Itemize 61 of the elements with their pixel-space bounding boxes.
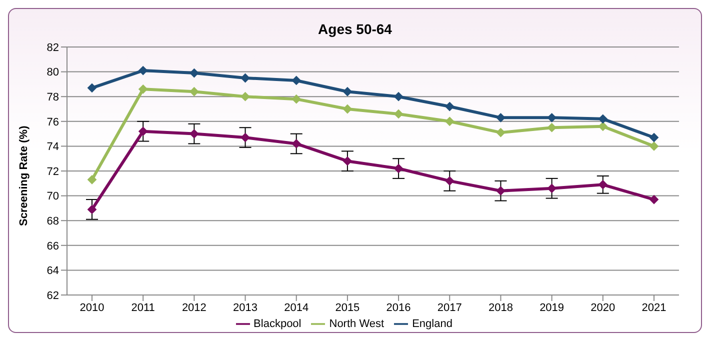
x-tick-label: 2015 [335, 302, 360, 314]
point [240, 92, 250, 102]
y-tick-label: 64 [46, 265, 59, 278]
point [88, 83, 96, 92]
point [190, 87, 199, 96]
y-tick-label: 62 [46, 290, 59, 302]
point [496, 128, 506, 138]
y-tick-label: 74 [46, 141, 59, 154]
y-tick-label: 70 [46, 190, 59, 203]
point [292, 76, 301, 85]
x-tick-label: 2019 [540, 302, 564, 314]
point [138, 126, 148, 136]
point [342, 87, 352, 96]
point [190, 68, 199, 78]
x-tick-label: 2018 [488, 302, 513, 314]
point [394, 164, 404, 174]
point [547, 113, 556, 122]
point [445, 116, 454, 126]
point [342, 104, 352, 114]
x-tick-label: 2013 [233, 302, 258, 314]
point [496, 186, 506, 196]
point [240, 133, 250, 142]
x-tick-label: 2014 [284, 302, 309, 314]
point [292, 94, 301, 104]
x-tick-label: 2012 [182, 302, 206, 314]
point [88, 175, 96, 184]
y-axis-title: Screening Rate (%) [18, 125, 30, 226]
point [598, 114, 608, 124]
point [292, 139, 301, 148]
x-tick-label: 2020 [590, 302, 616, 314]
point [445, 102, 454, 112]
point [394, 92, 404, 102]
x-tick-label: 2016 [386, 302, 411, 314]
point [138, 84, 148, 94]
point [240, 74, 250, 82]
x-tick-label: 2021 [642, 302, 666, 314]
point [650, 195, 658, 204]
y-tick-label: 68 [46, 216, 59, 228]
y-tick-label: 80 [46, 66, 59, 79]
x-tick-label: 2017 [437, 302, 462, 314]
point [496, 113, 506, 122]
y-tick-label: 82 [46, 42, 59, 54]
y-tick-label: 78 [46, 92, 59, 104]
legend-label: Blackpool [254, 318, 302, 330]
y-tick-label: 76 [46, 116, 59, 128]
chart-title: Ages 50-64 [317, 20, 393, 39]
point [394, 109, 404, 118]
point [342, 156, 352, 166]
x-tick-label: 2011 [131, 302, 155, 314]
legend-label: England [412, 318, 452, 330]
point [445, 176, 454, 186]
point [547, 184, 556, 193]
point [138, 66, 148, 76]
legend-label: North West [329, 318, 384, 330]
point [88, 204, 96, 214]
x-tick-label: 2010 [80, 302, 104, 314]
y-tick-label: 66 [46, 240, 59, 252]
point [650, 133, 658, 142]
y-tick-label: 72 [46, 166, 59, 178]
point [598, 180, 608, 190]
point [650, 142, 658, 151]
